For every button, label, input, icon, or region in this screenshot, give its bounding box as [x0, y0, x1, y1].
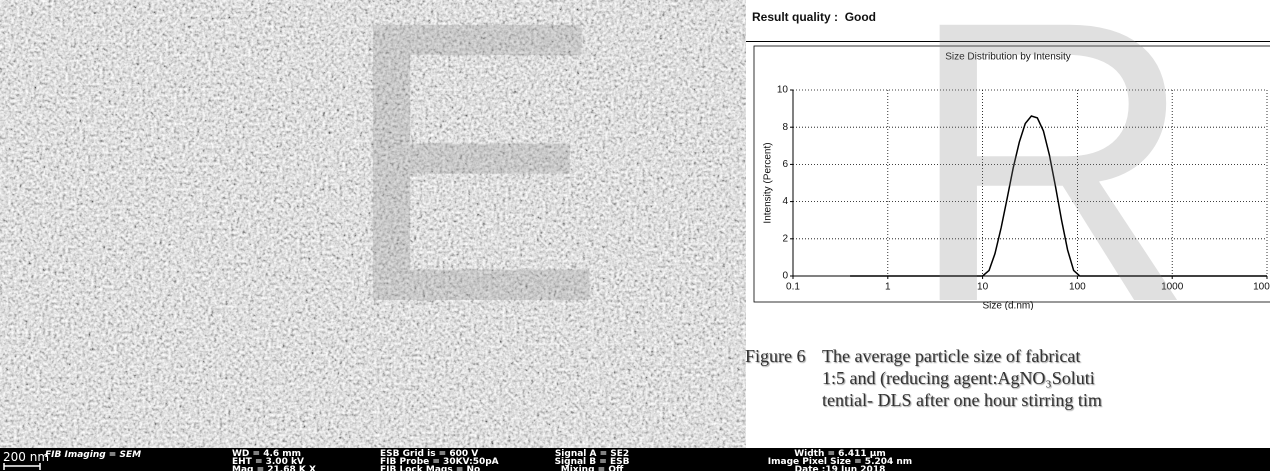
sem-info: Signal A = SE2 — [555, 449, 629, 459]
sem-info: Image Pixel Size = 5.204 nm — [768, 457, 912, 467]
caption-line: tential- DLS after one hour stirring tim — [822, 390, 1102, 410]
y-axis-label: Intensity (Percent) — [763, 142, 774, 223]
x-axis-label: Size (d.nm) — [982, 301, 1033, 310]
chart-frame — [753, 45, 1270, 303]
y-tick-label: 8 — [782, 122, 788, 133]
divider — [746, 41, 1270, 42]
sem-image — [0, 0, 746, 450]
sem-info: Mag = 21.68 K X — [232, 465, 316, 471]
x-tick-label: 10000 — [1253, 282, 1270, 293]
caption-line: The average particle size of fabricat — [822, 346, 1081, 366]
scale-label: 200 nm — [3, 450, 49, 464]
sem-info: EHT = 3.00 kV — [232, 457, 304, 467]
sem-info-bar: FIB Imaging = SEM 200 nm WD = 4.6 mmEHT … — [0, 448, 1270, 471]
sem-info: FIB Probe = 30KV:50pA — [380, 457, 499, 467]
sem-info: Mixing = Off — [561, 465, 624, 471]
result-value: Good — [844, 10, 877, 24]
y-tick-label: 10 — [777, 85, 789, 96]
y-tick-label: 6 — [782, 159, 788, 170]
result-quality: Result quality : Good — [752, 10, 876, 24]
sem-info: Date :19 Jun 2018 — [795, 465, 886, 471]
x-tick-label: 100 — [1069, 282, 1086, 293]
data-line — [850, 115, 1267, 277]
x-tick-label: 1 — [885, 282, 891, 293]
sem-texture — [0, 0, 746, 450]
sem-info: WD = 4.6 mm — [232, 449, 301, 459]
y-tick-label: 2 — [782, 233, 788, 244]
chart-title: Size Distribution by Intensity — [945, 52, 1071, 63]
imaging: FIB Imaging = SEM — [45, 450, 141, 460]
chart: Size Distribution by Intensity Size (d.n… — [753, 45, 1270, 310]
x-tick-label: 0.1 — [786, 282, 800, 293]
x-tick-label: 10 — [977, 282, 989, 293]
sem-info: Width = 6.411 µm — [794, 449, 886, 459]
caption-label: Figure 6 — [745, 346, 806, 366]
x-tick-label: 1000 — [1161, 282, 1184, 293]
sem-info: FIB Lock Mags = No — [380, 465, 480, 471]
y-tick-label: 0 — [782, 271, 788, 282]
scale-bar — [3, 463, 41, 470]
caption-line: 1:5 and (reducing agent:AgNO₃Soluti — [822, 368, 1095, 388]
y-tick-label: 4 — [782, 196, 788, 207]
sem-info: Signal B = ESB — [555, 457, 630, 467]
sem-info: ESB Grid is = 600 V — [380, 449, 478, 459]
result-label: Result quality : — [752, 10, 839, 24]
